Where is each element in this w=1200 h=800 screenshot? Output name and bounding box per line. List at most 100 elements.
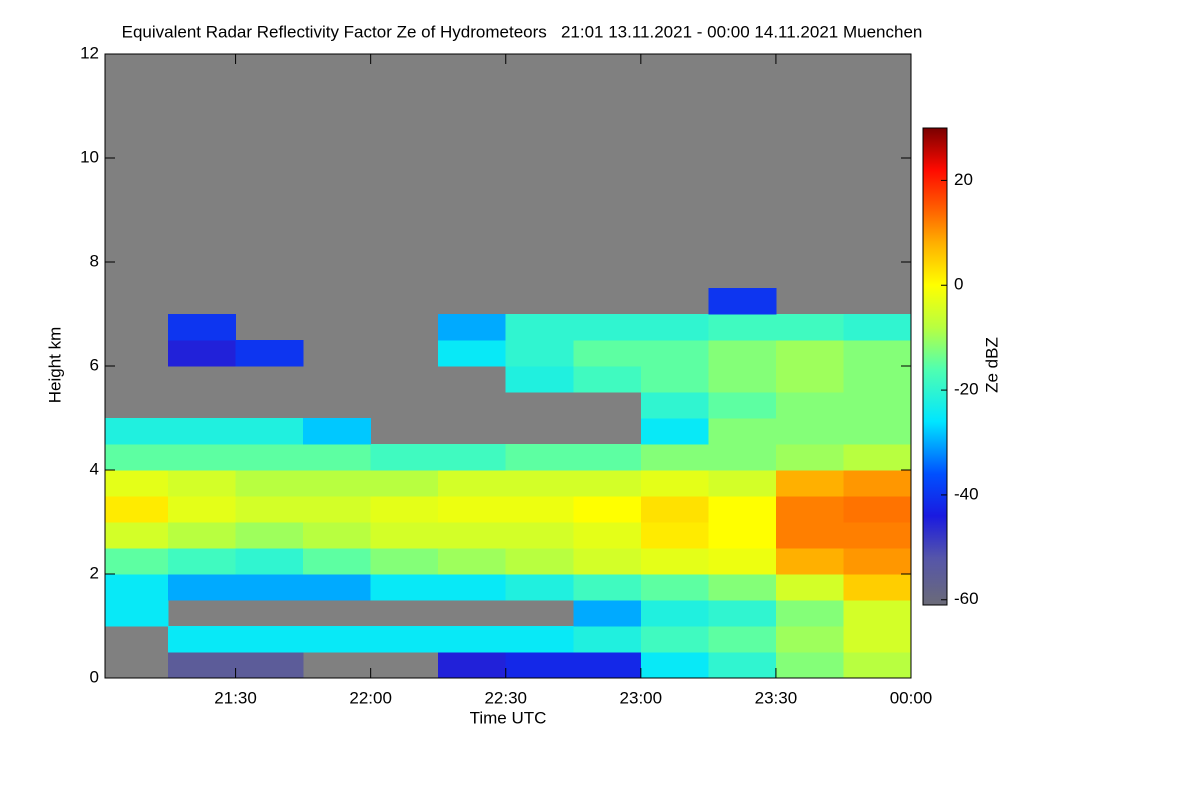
heat-cell <box>168 340 237 367</box>
heat-cell <box>438 444 507 471</box>
heat-cell <box>235 574 304 601</box>
heat-cell <box>843 470 912 497</box>
heat-cell <box>105 522 169 549</box>
heat-cell <box>168 548 237 575</box>
y-tick-label: 6 <box>90 355 99 374</box>
heat-cell <box>505 314 574 341</box>
heat-cell <box>438 652 507 679</box>
heat-cell <box>438 574 507 601</box>
heat-cell <box>370 496 439 523</box>
x-tick-label: 22:30 <box>484 688 527 707</box>
heat-cell <box>640 600 709 627</box>
y-axis-label: Height km <box>45 327 64 404</box>
heat-cell <box>235 418 304 445</box>
heat-cell <box>303 548 372 575</box>
heat-cell <box>505 548 574 575</box>
heat-cell <box>505 444 574 471</box>
heat-cell <box>370 548 439 575</box>
chart-title: Equivalent Radar Reflectivity Factor Ze … <box>122 22 923 41</box>
heat-cell <box>105 496 169 523</box>
heat-cell <box>708 574 777 601</box>
heat-cell <box>708 652 777 679</box>
heat-cell <box>168 522 237 549</box>
heat-cell <box>303 626 372 653</box>
heat-cell <box>168 444 237 471</box>
heat-cell <box>105 574 169 601</box>
heat-cell <box>775 392 844 419</box>
heat-cell <box>708 522 777 549</box>
heat-cell <box>370 522 439 549</box>
heat-cell <box>775 574 844 601</box>
x-tick-label: 23:30 <box>755 688 798 707</box>
heat-cell <box>640 548 709 575</box>
heat-cell <box>775 652 844 679</box>
y-tick-label: 12 <box>80 43 99 62</box>
heat-cell <box>573 340 642 367</box>
heat-cell <box>843 366 912 393</box>
heat-cell <box>640 626 709 653</box>
y-tick-label: 0 <box>90 667 99 686</box>
heat-cell <box>573 366 642 393</box>
y-tick-label: 2 <box>90 563 99 582</box>
heat-cell <box>573 600 642 627</box>
heat-cell <box>438 470 507 497</box>
heat-cell <box>573 548 642 575</box>
heat-cell <box>370 470 439 497</box>
heat-cell <box>775 496 844 523</box>
heat-cell <box>708 600 777 627</box>
heat-cell <box>843 418 912 445</box>
heat-cell <box>370 444 439 471</box>
heat-cell <box>303 418 372 445</box>
heat-cell <box>303 522 372 549</box>
heat-cell <box>843 574 912 601</box>
heat-cell <box>843 392 912 419</box>
heat-cell <box>573 574 642 601</box>
heat-cell <box>775 548 844 575</box>
heat-cell <box>708 470 777 497</box>
heat-cell <box>235 652 304 679</box>
heat-cell <box>843 496 912 523</box>
heat-cell <box>235 444 304 471</box>
heat-cell <box>168 626 237 653</box>
y-tick-label: 8 <box>90 251 99 270</box>
heat-cell <box>708 496 777 523</box>
x-tick-label: 22:00 <box>349 688 392 707</box>
heat-cell <box>843 314 912 341</box>
heat-cell <box>438 314 507 341</box>
heat-cell <box>438 626 507 653</box>
heat-cell <box>168 574 237 601</box>
heat-cell <box>640 444 709 471</box>
y-tick-label: 10 <box>80 147 99 166</box>
heat-cell <box>505 574 574 601</box>
heat-cell <box>843 600 912 627</box>
heat-cell <box>370 626 439 653</box>
colorbar-label: Ze dBZ <box>982 337 1001 393</box>
heat-cell <box>505 470 574 497</box>
colorbar-tick-label: -20 <box>954 380 979 399</box>
heat-cell <box>640 392 709 419</box>
colorbar-tick-label: -60 <box>954 589 979 608</box>
heat-cell <box>708 314 777 341</box>
colorbar <box>922 127 948 606</box>
heat-cell <box>775 340 844 367</box>
heat-cell <box>775 444 844 471</box>
heat-cell <box>370 574 439 601</box>
heat-cell <box>708 444 777 471</box>
heat-cell <box>573 470 642 497</box>
heat-cell <box>843 340 912 367</box>
heat-cell <box>235 548 304 575</box>
heat-cell <box>640 418 709 445</box>
heat-cell <box>843 444 912 471</box>
x-tick-label: 23:00 <box>620 688 663 707</box>
heat-cell <box>303 496 372 523</box>
heat-cell <box>235 340 304 367</box>
heat-cell <box>640 366 709 393</box>
heat-cell <box>573 314 642 341</box>
heat-cell <box>775 470 844 497</box>
heat-cell <box>640 522 709 549</box>
heat-cell <box>505 652 574 679</box>
x-tick-label: 00:00 <box>890 688 933 707</box>
heat-cell <box>105 600 169 627</box>
heat-cell <box>775 314 844 341</box>
